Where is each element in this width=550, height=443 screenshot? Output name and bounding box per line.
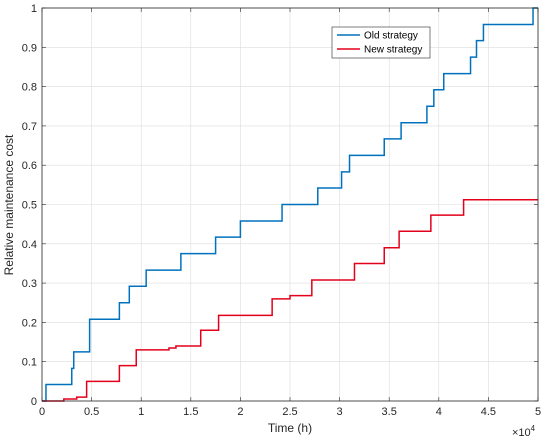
axis-ticks [41, 7, 539, 402]
x-axis-label: Time (h) [268, 421, 312, 435]
y-tick-label: 0.2 [22, 317, 37, 329]
series-line-old-strategy [42, 7, 538, 402]
x-tick-label: 4.5 [481, 406, 496, 418]
series-group [42, 7, 538, 402]
x-multiplier-exponent: 4 [531, 424, 536, 433]
legend: Old strategy New strategy [331, 26, 431, 59]
x-tick-labels: 0 0.5 1 1.5 2 2.5 3 3.5 4 4.5 5 [39, 406, 541, 418]
legend-label-old-strategy: Old strategy [364, 31, 418, 42]
x-axis-multiplier: ×104 [512, 424, 536, 439]
x-tick-label: 2.5 [282, 406, 297, 418]
y-axis-label: Relative maintenance cost [2, 134, 16, 275]
y-tick-label: 0 [31, 396, 37, 408]
x-tick-label: 3 [337, 406, 343, 418]
y-tick-label: 0.5 [22, 200, 37, 212]
y-tick-label: 0.1 [22, 357, 37, 369]
series-line-new-strategy [42, 199, 538, 402]
x-tick-label: 3.5 [382, 406, 397, 418]
x-tick-label: 4 [436, 406, 442, 418]
x-tick-label: 0.5 [84, 406, 99, 418]
y-tick-label: 0.6 [22, 160, 37, 172]
y-tick-label: 0.4 [22, 239, 37, 251]
y-tick-label: 0.3 [22, 278, 37, 290]
x-tick-label: 5 [535, 406, 541, 418]
x-tick-label: 0 [39, 406, 45, 418]
x-tick-label: 2 [237, 406, 243, 418]
legend-label-new-strategy: New strategy [364, 45, 422, 56]
y-tick-label: 0.7 [22, 121, 37, 133]
x-tick-label: 1 [138, 406, 144, 418]
y-tick-label: 0.8 [22, 82, 37, 94]
y-tick-labels: 0 0.1 0.2 0.3 0.4 0.5 0.6 0.7 0.8 0.9 1 [22, 3, 37, 408]
y-tick-label: 1 [31, 3, 37, 15]
legend-box [331, 26, 431, 59]
x-tick-label: 1.5 [183, 406, 198, 418]
x-multiplier-base: ×10 [512, 427, 531, 439]
y-tick-label: 0.9 [22, 42, 37, 54]
